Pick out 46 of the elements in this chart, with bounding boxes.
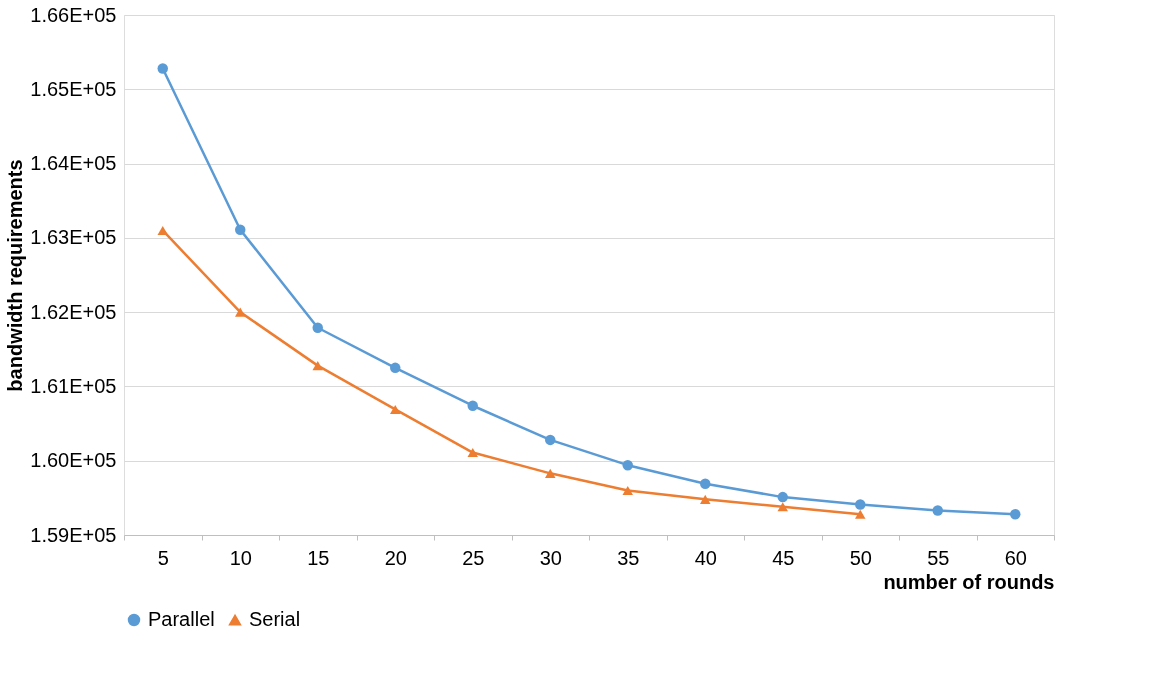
x-axis-title: number of rounds [883,570,1055,593]
point [157,225,168,235]
x-tick-label: 25 [462,546,485,569]
x-tick-label: 50 [849,546,872,569]
y-tick-label: 1.64E+05 [30,152,117,175]
point [777,502,788,512]
point [855,499,866,510]
x-tick-label: 30 [539,546,562,569]
point [312,361,323,371]
x-tick-label: 60 [1004,546,1027,569]
point [777,491,788,503]
point [622,485,633,495]
y-tick-label: 1.65E+05 [30,77,117,100]
point [312,322,323,333]
point [235,307,246,317]
y-tick-label: 1.61E+05 [30,374,117,397]
point [545,468,556,478]
x-tick-label: 35 [617,546,640,569]
point [390,362,401,374]
point [932,505,943,516]
x-tick-label: 40 [694,546,717,569]
point [622,459,633,471]
point [390,404,401,414]
x-tick-label: 55 [927,546,950,569]
point [157,63,168,74]
point [855,509,866,519]
x-tick-label: 15 [307,546,330,569]
x-tick-label: 45 [772,546,795,569]
x-tick-label: 10 [229,546,252,569]
point [700,494,711,504]
y-tick-label: 1.62E+05 [30,300,117,323]
y-axis-title: bandwidth requirements [4,159,27,392]
y-tick-label: 1.60E+05 [30,449,117,472]
point [467,448,478,458]
x-tick-label: 20 [384,546,407,569]
point [700,478,711,489]
y-tick-label: 1.59E+05 [30,523,117,546]
point [235,224,246,235]
legend-label: Parallel [148,608,215,630]
legend-label: Serial [249,608,301,630]
x-tick-label: 5 [157,546,169,569]
y-tick-label: 1.66E+05 [30,3,117,26]
point [545,434,556,446]
point [1010,508,1021,520]
y-tick-label: 1.63E+05 [30,226,117,249]
point [467,400,478,411]
